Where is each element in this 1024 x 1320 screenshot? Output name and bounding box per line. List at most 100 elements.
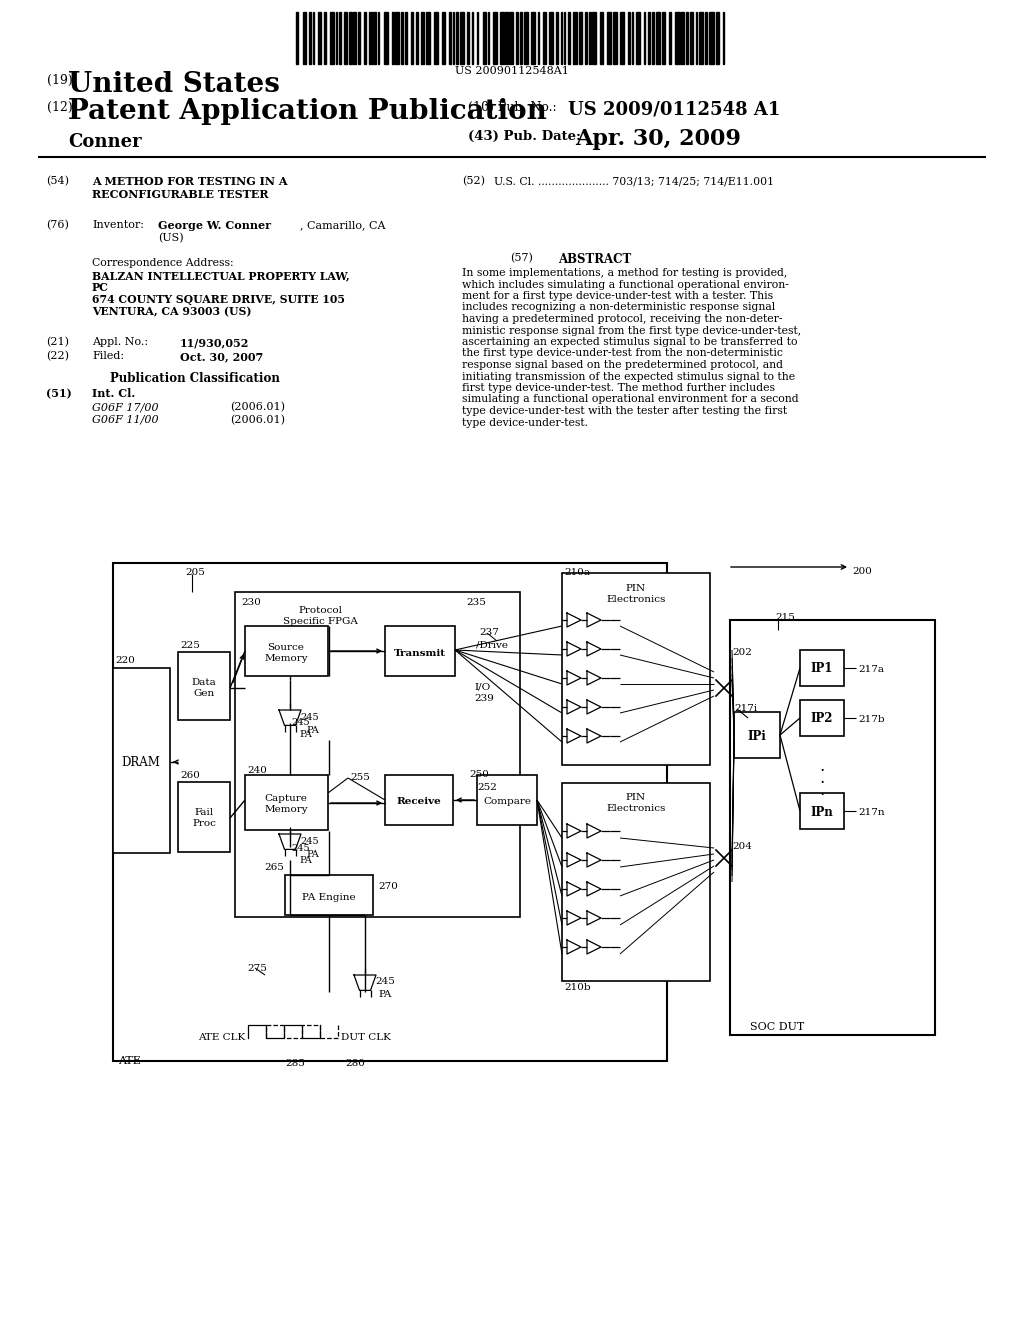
Text: 202: 202 bbox=[732, 648, 752, 657]
Bar bbox=[467, 12, 469, 63]
Text: IPn: IPn bbox=[811, 805, 834, 818]
Text: PIN: PIN bbox=[626, 793, 646, 803]
Bar bbox=[689, 12, 693, 63]
Bar bbox=[178, 781, 230, 851]
Bar bbox=[652, 12, 653, 63]
Text: I/O: I/O bbox=[474, 682, 490, 692]
Text: IP1: IP1 bbox=[811, 663, 834, 676]
Bar bbox=[453, 12, 454, 63]
Text: (52): (52) bbox=[462, 176, 485, 186]
Bar bbox=[561, 12, 562, 63]
Text: 285: 285 bbox=[285, 1059, 305, 1068]
Text: (2006.01): (2006.01) bbox=[230, 414, 285, 425]
Bar bbox=[421, 12, 424, 63]
Bar bbox=[411, 12, 413, 63]
Text: type device-under-test with the tester after testing the first: type device-under-test with the tester a… bbox=[462, 407, 787, 416]
Bar bbox=[401, 12, 402, 63]
Bar bbox=[285, 875, 373, 915]
Text: ATE: ATE bbox=[118, 1056, 141, 1067]
Text: 255: 255 bbox=[350, 774, 370, 781]
Text: Compare: Compare bbox=[483, 796, 531, 805]
Bar bbox=[632, 12, 634, 63]
Bar bbox=[336, 12, 337, 63]
Bar bbox=[530, 12, 535, 63]
Bar bbox=[353, 12, 355, 63]
Bar bbox=[538, 12, 539, 63]
Text: ment for a first type device-under-test with a tester. This: ment for a first type device-under-test … bbox=[462, 290, 773, 301]
Text: 260: 260 bbox=[180, 771, 200, 780]
Bar bbox=[607, 12, 611, 63]
Text: Transmit: Transmit bbox=[394, 648, 446, 657]
Text: ministic response signal from the first type device-under-test,: ministic response signal from the first … bbox=[462, 326, 801, 335]
Text: Publication Classification: Publication Classification bbox=[110, 372, 280, 385]
Bar bbox=[628, 12, 630, 63]
Bar bbox=[592, 12, 596, 63]
Bar bbox=[330, 12, 334, 63]
Text: George W. Conner: George W. Conner bbox=[158, 220, 271, 231]
Bar bbox=[113, 668, 170, 853]
Bar bbox=[477, 775, 537, 825]
Text: IPi: IPi bbox=[748, 730, 766, 742]
Text: ATE CLK: ATE CLK bbox=[198, 1034, 246, 1041]
Text: PC: PC bbox=[92, 282, 109, 293]
Bar bbox=[556, 12, 558, 63]
Text: Appl. No.:: Appl. No.: bbox=[92, 337, 148, 347]
Text: IP2: IP2 bbox=[811, 713, 834, 726]
Bar bbox=[620, 12, 624, 63]
Text: DRAM: DRAM bbox=[122, 755, 161, 768]
Bar bbox=[636, 12, 640, 63]
Bar bbox=[385, 626, 455, 676]
Text: Capture
Memory: Capture Memory bbox=[264, 795, 308, 813]
Text: 275: 275 bbox=[247, 964, 267, 973]
Text: 245: 245 bbox=[375, 977, 395, 986]
Bar bbox=[426, 12, 430, 63]
Text: 230: 230 bbox=[241, 598, 261, 607]
Bar bbox=[416, 12, 418, 63]
Text: 220: 220 bbox=[115, 656, 135, 665]
Text: Source
Memory: Source Memory bbox=[264, 643, 308, 663]
Bar bbox=[303, 12, 306, 63]
Text: (US): (US) bbox=[158, 234, 183, 243]
Bar bbox=[482, 12, 486, 63]
Text: .: . bbox=[819, 781, 824, 799]
Text: 217n: 217n bbox=[858, 808, 885, 817]
Bar bbox=[349, 12, 352, 63]
Bar bbox=[488, 12, 489, 63]
Text: Inventor:: Inventor: bbox=[92, 220, 144, 230]
Text: (54): (54) bbox=[46, 176, 69, 186]
Bar bbox=[245, 626, 328, 676]
Bar bbox=[644, 12, 645, 63]
Bar bbox=[442, 12, 445, 63]
Bar bbox=[681, 12, 684, 63]
Text: 239: 239 bbox=[474, 694, 494, 704]
Bar bbox=[543, 12, 546, 63]
Bar bbox=[568, 12, 570, 63]
Bar bbox=[500, 12, 504, 63]
Text: Patent Application Publication: Patent Application Publication bbox=[68, 98, 547, 125]
Text: 217i: 217i bbox=[734, 704, 757, 713]
Text: (12): (12) bbox=[47, 102, 73, 114]
Bar bbox=[669, 12, 671, 63]
Text: Protocol: Protocol bbox=[298, 606, 342, 615]
Bar bbox=[344, 12, 347, 63]
Bar bbox=[395, 12, 398, 63]
Bar bbox=[524, 12, 527, 63]
Bar bbox=[234, 591, 520, 917]
Text: 225: 225 bbox=[180, 642, 200, 649]
Text: (76): (76) bbox=[46, 220, 69, 230]
Bar bbox=[309, 12, 311, 63]
Bar bbox=[573, 12, 578, 63]
Text: includes recognizing a non-deterministic response signal: includes recognizing a non-deterministic… bbox=[462, 302, 775, 313]
Bar bbox=[716, 12, 719, 63]
Bar bbox=[589, 12, 591, 63]
Bar bbox=[369, 12, 372, 63]
Text: 217a: 217a bbox=[858, 665, 884, 675]
Bar bbox=[563, 12, 565, 63]
Text: PA: PA bbox=[299, 855, 311, 865]
Text: PA: PA bbox=[378, 990, 391, 999]
Text: U.S. Cl. ..................... 703/13; 714/25; 714/E11.001: U.S. Cl. ..................... 703/13; 7… bbox=[494, 176, 774, 186]
Bar bbox=[705, 12, 707, 63]
Text: 11/930,052: 11/930,052 bbox=[180, 337, 250, 348]
Text: type device-under-test.: type device-under-test. bbox=[462, 417, 588, 428]
Text: , Camarillo, CA: , Camarillo, CA bbox=[300, 220, 385, 230]
